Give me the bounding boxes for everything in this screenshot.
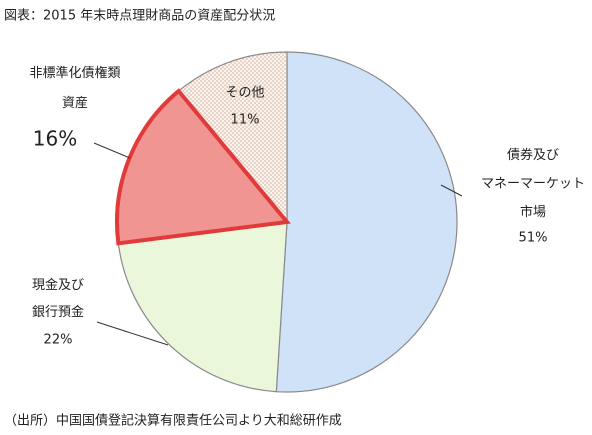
pie-slice bbox=[115, 88, 291, 246]
value-label: 11% bbox=[231, 113, 260, 128]
chart-title: 図表：2015 年末時点理財商品の資産配分状況 bbox=[4, 8, 275, 24]
pie-slice bbox=[117, 221, 288, 393]
leader-line bbox=[93, 142, 131, 159]
value-label: 22% bbox=[44, 333, 73, 348]
pie-slice bbox=[275, 51, 458, 393]
pie-slice bbox=[177, 51, 288, 224]
source-note: （出所）中国国債登記決算有限責任公司より大和総研作成 bbox=[4, 413, 342, 429]
slice-label: その他 bbox=[225, 86, 264, 101]
slice-label: 債券及びマネーマーケット市場 bbox=[481, 147, 585, 220]
value-label: 16% bbox=[33, 127, 77, 151]
leader-lines bbox=[93, 142, 463, 346]
value-label: 51% bbox=[519, 231, 548, 246]
leader-line bbox=[96, 321, 169, 346]
slice-label: 現金及び銀行預金 bbox=[32, 277, 84, 320]
leader-line bbox=[440, 184, 463, 197]
slice-label: 非標準化債権類資産 bbox=[29, 65, 120, 111]
